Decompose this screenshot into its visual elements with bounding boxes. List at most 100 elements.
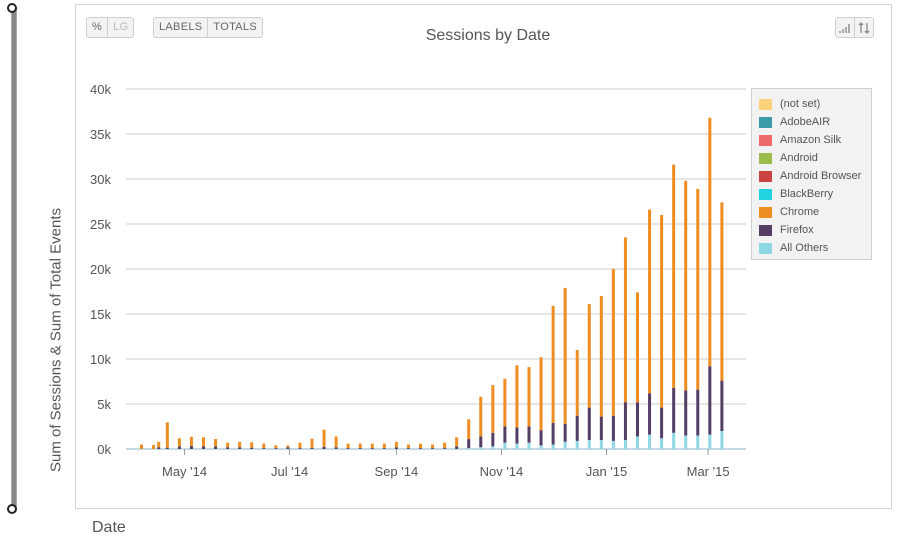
bar-segment-chrome [672, 165, 675, 388]
bar-segment-chrome [274, 445, 277, 448]
y-tick-label: 30k [90, 172, 111, 187]
chart-title: Sessions by Date [426, 27, 551, 44]
y-tick-label: 20k [90, 262, 111, 277]
y-tick-label: 0k [97, 442, 111, 457]
y-tick-label: 15k [90, 307, 111, 322]
x-tick-label: Sep '14 [375, 464, 419, 479]
bar-segment-firefox [359, 448, 362, 449]
bar-segment-chrome [419, 444, 422, 449]
legend-label: Android Browser [780, 170, 861, 182]
bar-segment-firefox [311, 448, 314, 449]
legend-label: Amazon Silk [780, 134, 841, 146]
bar-segment-all-others [503, 443, 506, 449]
bar-segment-firefox [226, 447, 229, 449]
bar-segment-firefox [503, 427, 506, 443]
legend-item[interactable]: BlackBerry [752, 185, 871, 203]
bar-segment-firefox [576, 416, 579, 441]
legend-item[interactable]: Chrome [752, 203, 871, 221]
legend-swatch [759, 117, 772, 128]
bar-segment-chrome [311, 439, 314, 448]
bar-segment-firefox [347, 448, 350, 449]
legend-item[interactable]: Firefox [752, 221, 871, 239]
bar-segment-firefox [250, 448, 253, 449]
bar-segment-all-others [552, 445, 555, 450]
bar-segment-chrome [564, 288, 567, 424]
legend-label: Chrome [780, 206, 819, 218]
legend-label: Android [780, 152, 818, 164]
bar-segment-chrome [696, 189, 699, 390]
bar-segment-firefox [178, 446, 181, 449]
legend-item[interactable]: AdobeAIR [752, 113, 871, 131]
bar-segment-chrome [503, 379, 506, 427]
bar-segment-chrome [443, 443, 446, 448]
bar-segment-chrome [720, 202, 723, 380]
legend-swatch [759, 207, 772, 218]
bar-segment-chrome [250, 442, 253, 447]
bar-segment-chrome [347, 444, 350, 449]
bar-segment-chrome [612, 269, 615, 416]
y-tick-label: 25k [90, 217, 111, 232]
bar-segment-firefox [528, 427, 531, 443]
bar-segment-firefox [624, 402, 627, 440]
bar-segment-chrome [407, 445, 410, 449]
bar-segment-firefox [636, 402, 639, 436]
bar-segment-chrome [467, 419, 470, 439]
bar-segment-all-others [564, 442, 567, 449]
bar-segment-all-others [600, 440, 603, 449]
legend-item[interactable]: Android [752, 149, 871, 167]
legend-item[interactable]: Android Browser [752, 167, 871, 185]
bar-segment-all-others [720, 431, 723, 449]
bar-segment-chrome [540, 357, 543, 430]
bar-segment-all-others [528, 443, 531, 449]
legend-item[interactable]: Amazon Silk [752, 131, 871, 149]
bar-segment-chrome [359, 444, 362, 449]
bar-segment-firefox [600, 417, 603, 440]
x-tick-label: May '14 [162, 464, 207, 479]
legend-label: AdobeAIR [780, 116, 830, 128]
bar-segment-firefox [323, 447, 326, 449]
bar-segment-firefox [274, 448, 277, 449]
bar-segment-all-others [624, 440, 627, 449]
legend-label: (not set) [780, 98, 820, 110]
bar-segment-chrome [431, 445, 434, 449]
bar-segment-firefox [479, 436, 482, 447]
bar-segment-all-others [588, 440, 591, 449]
bar-segment-firefox [238, 447, 241, 449]
bar-segment-all-others [540, 445, 543, 449]
bar-segment-firefox [660, 408, 663, 439]
bar-segment-chrome [157, 442, 160, 447]
x-tick-label: Jul '14 [271, 464, 308, 479]
bar-segment-firefox [371, 448, 374, 449]
legend-item[interactable]: (not set) [752, 95, 871, 113]
bar-segment-firefox [286, 447, 289, 449]
legend-swatch [759, 225, 772, 236]
bar-segment-firefox [190, 446, 193, 449]
bar-segment-all-others [648, 435, 651, 449]
bar-segment-chrome [202, 437, 205, 446]
bar-segment-chrome [479, 397, 482, 437]
bar-segment-chrome [528, 367, 531, 426]
legend-swatch [759, 153, 772, 164]
bar-segment-firefox [515, 427, 518, 443]
bar-segment-all-others [612, 441, 615, 449]
x-tick-label: Nov '14 [480, 464, 524, 479]
bar-segment-firefox [298, 448, 301, 449]
y-axis-title: Sum of Sessions & Sum of Total Events [48, 208, 65, 472]
bar-segment-all-others [684, 436, 687, 450]
bar-segment-chrome [262, 444, 265, 449]
bar-segment-chrome [684, 181, 687, 391]
legend-item[interactable]: All Others [752, 239, 871, 257]
legend-label: All Others [780, 242, 828, 254]
bar-segment-firefox [419, 448, 422, 449]
bar-segment-firefox [335, 447, 338, 449]
bar-segment-chrome [660, 215, 663, 408]
bar-segment-firefox [214, 446, 217, 449]
bar-segment-chrome [576, 350, 579, 416]
bar-segment-all-others [708, 435, 711, 449]
bar-segment-firefox [708, 366, 711, 434]
bar-segment-chrome [552, 306, 555, 423]
bar-segment-firefox [552, 423, 555, 445]
bar-segment-chrome [600, 296, 603, 417]
bar-segment-chrome [238, 442, 241, 447]
